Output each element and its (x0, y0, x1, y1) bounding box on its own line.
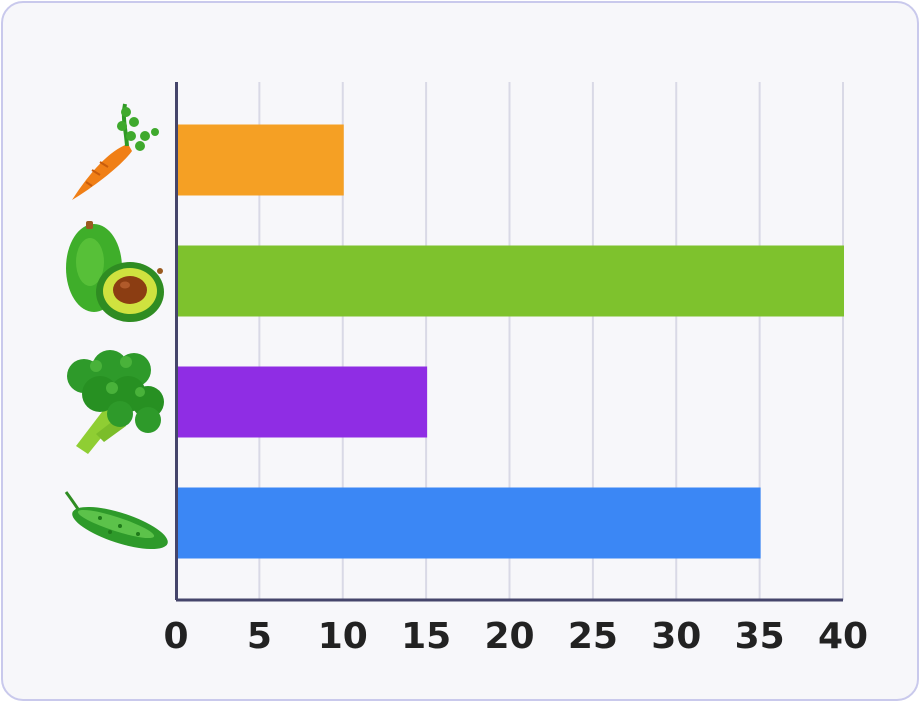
x-tick-label-5: 5 (247, 616, 272, 657)
bar-avocado (178, 245, 844, 317)
bar-broccoli (178, 366, 428, 438)
x-tick-label-20: 20 (484, 616, 534, 657)
carrot-icon (70, 102, 161, 202)
avocado-icon (66, 221, 164, 322)
bar-carrot (178, 124, 344, 196)
broccoli-icon (67, 350, 164, 454)
bar-cucumber (178, 487, 761, 559)
x-tick-label-40: 40 (818, 616, 868, 657)
category-icons (64, 102, 174, 560)
bars (178, 124, 844, 559)
x-tick-label-0: 0 (163, 616, 188, 657)
x-tick-label-15: 15 (401, 616, 451, 657)
x-tick-label-35: 35 (735, 616, 785, 657)
cucumber-icon (64, 490, 174, 560)
x-tick-label-10: 10 (318, 616, 368, 657)
x-tick-label-30: 30 (651, 616, 701, 657)
x-tick-label-25: 25 (568, 616, 618, 657)
x-tick-labels: 0 5 10 15 20 25 30 35 40 (163, 616, 868, 657)
